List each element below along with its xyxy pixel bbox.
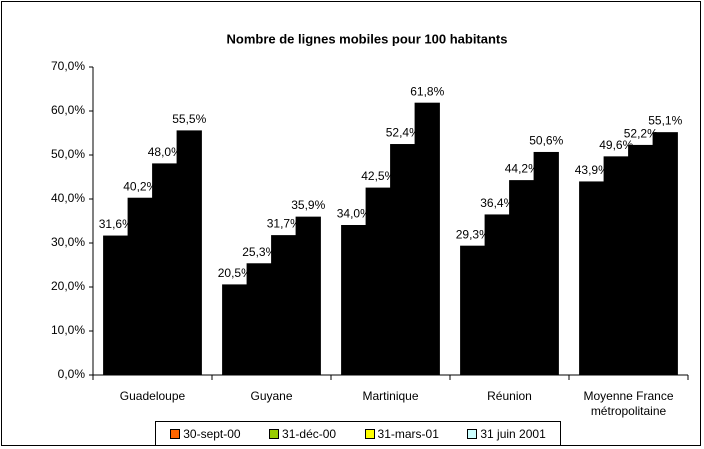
value-label: 61,8% xyxy=(410,84,444,98)
bar xyxy=(127,197,153,376)
y-tick-label: 70,0% xyxy=(51,59,85,73)
bar xyxy=(414,102,440,376)
value-label: 48,0% xyxy=(148,145,182,159)
bar xyxy=(484,214,510,376)
y-tick-label: 60,0% xyxy=(51,103,85,117)
legend-item: 30-sept-00 xyxy=(170,426,241,441)
bar xyxy=(460,245,486,376)
value-label: 43,9% xyxy=(575,163,609,177)
bar xyxy=(628,144,654,376)
legend-swatch xyxy=(364,428,375,439)
x-tick-label: Réunion xyxy=(487,389,532,403)
legend-label: 30-sept-00 xyxy=(183,426,241,441)
value-label: 44,2% xyxy=(505,162,539,176)
value-label: 35,9% xyxy=(291,198,325,212)
bar xyxy=(652,132,678,376)
bar xyxy=(295,216,321,376)
y-tick-label: 20,0% xyxy=(51,279,85,293)
bar xyxy=(246,263,272,376)
value-label: 36,4% xyxy=(480,196,514,210)
value-label: 34,0% xyxy=(337,207,371,221)
bar xyxy=(603,156,629,376)
bar xyxy=(222,284,248,376)
value-label: 20,5% xyxy=(218,266,252,280)
bar xyxy=(579,181,605,376)
value-label: 52,4% xyxy=(386,126,420,140)
value-label: 50,6% xyxy=(529,134,563,148)
value-label: 52,2% xyxy=(624,126,658,140)
y-tick-label: 50,0% xyxy=(51,147,85,161)
value-label: 40,2% xyxy=(123,179,157,193)
y-tick-label: 10,0% xyxy=(51,323,85,337)
legend-swatch xyxy=(170,428,181,439)
value-label: 25,3% xyxy=(242,245,276,259)
bar xyxy=(152,163,178,376)
x-tick-label: Guadeloupe xyxy=(119,389,186,403)
value-label: 49,6% xyxy=(599,138,633,152)
value-label: 55,1% xyxy=(648,114,682,128)
value-label: 31,7% xyxy=(267,217,301,231)
x-tick-label: Moyenne France métropolitaine xyxy=(583,389,674,418)
legend-label: 31-mars-01 xyxy=(377,426,439,441)
bar xyxy=(533,151,559,376)
legend: 30-sept-00 31-déc-00 31-mars-01 31 juin 200… xyxy=(155,421,561,446)
legend-label: 31-déc-00 xyxy=(282,426,337,441)
legend-item: 31 juin 2001 xyxy=(467,426,546,441)
x-tick-label: Martinique xyxy=(362,389,419,403)
bar xyxy=(103,235,129,376)
y-tick-label: 0,0% xyxy=(58,367,86,381)
bar xyxy=(341,224,367,376)
legend-item: 31-déc-00 xyxy=(269,427,336,441)
chart-title: Nombre de lignes mobiles pour 100 habita… xyxy=(226,31,507,46)
value-label: 55,5% xyxy=(172,112,206,126)
bar xyxy=(509,180,535,376)
bar xyxy=(176,130,202,376)
x-tick-label: Guyane xyxy=(250,389,293,403)
value-label: 31,6% xyxy=(99,217,133,231)
bar xyxy=(271,235,297,376)
legend-label: 31 juin 2001 xyxy=(480,426,546,441)
y-tick-label: 40,0% xyxy=(51,191,85,205)
legend-item: 31-mars-01 xyxy=(364,426,439,441)
value-label: 42,5% xyxy=(361,169,395,183)
value-label: 29,3% xyxy=(456,227,490,241)
y-tick-label: 30,0% xyxy=(51,235,85,249)
bar xyxy=(365,187,391,376)
legend-swatch xyxy=(467,428,478,439)
legend-swatch xyxy=(269,428,280,439)
bar xyxy=(390,144,416,376)
